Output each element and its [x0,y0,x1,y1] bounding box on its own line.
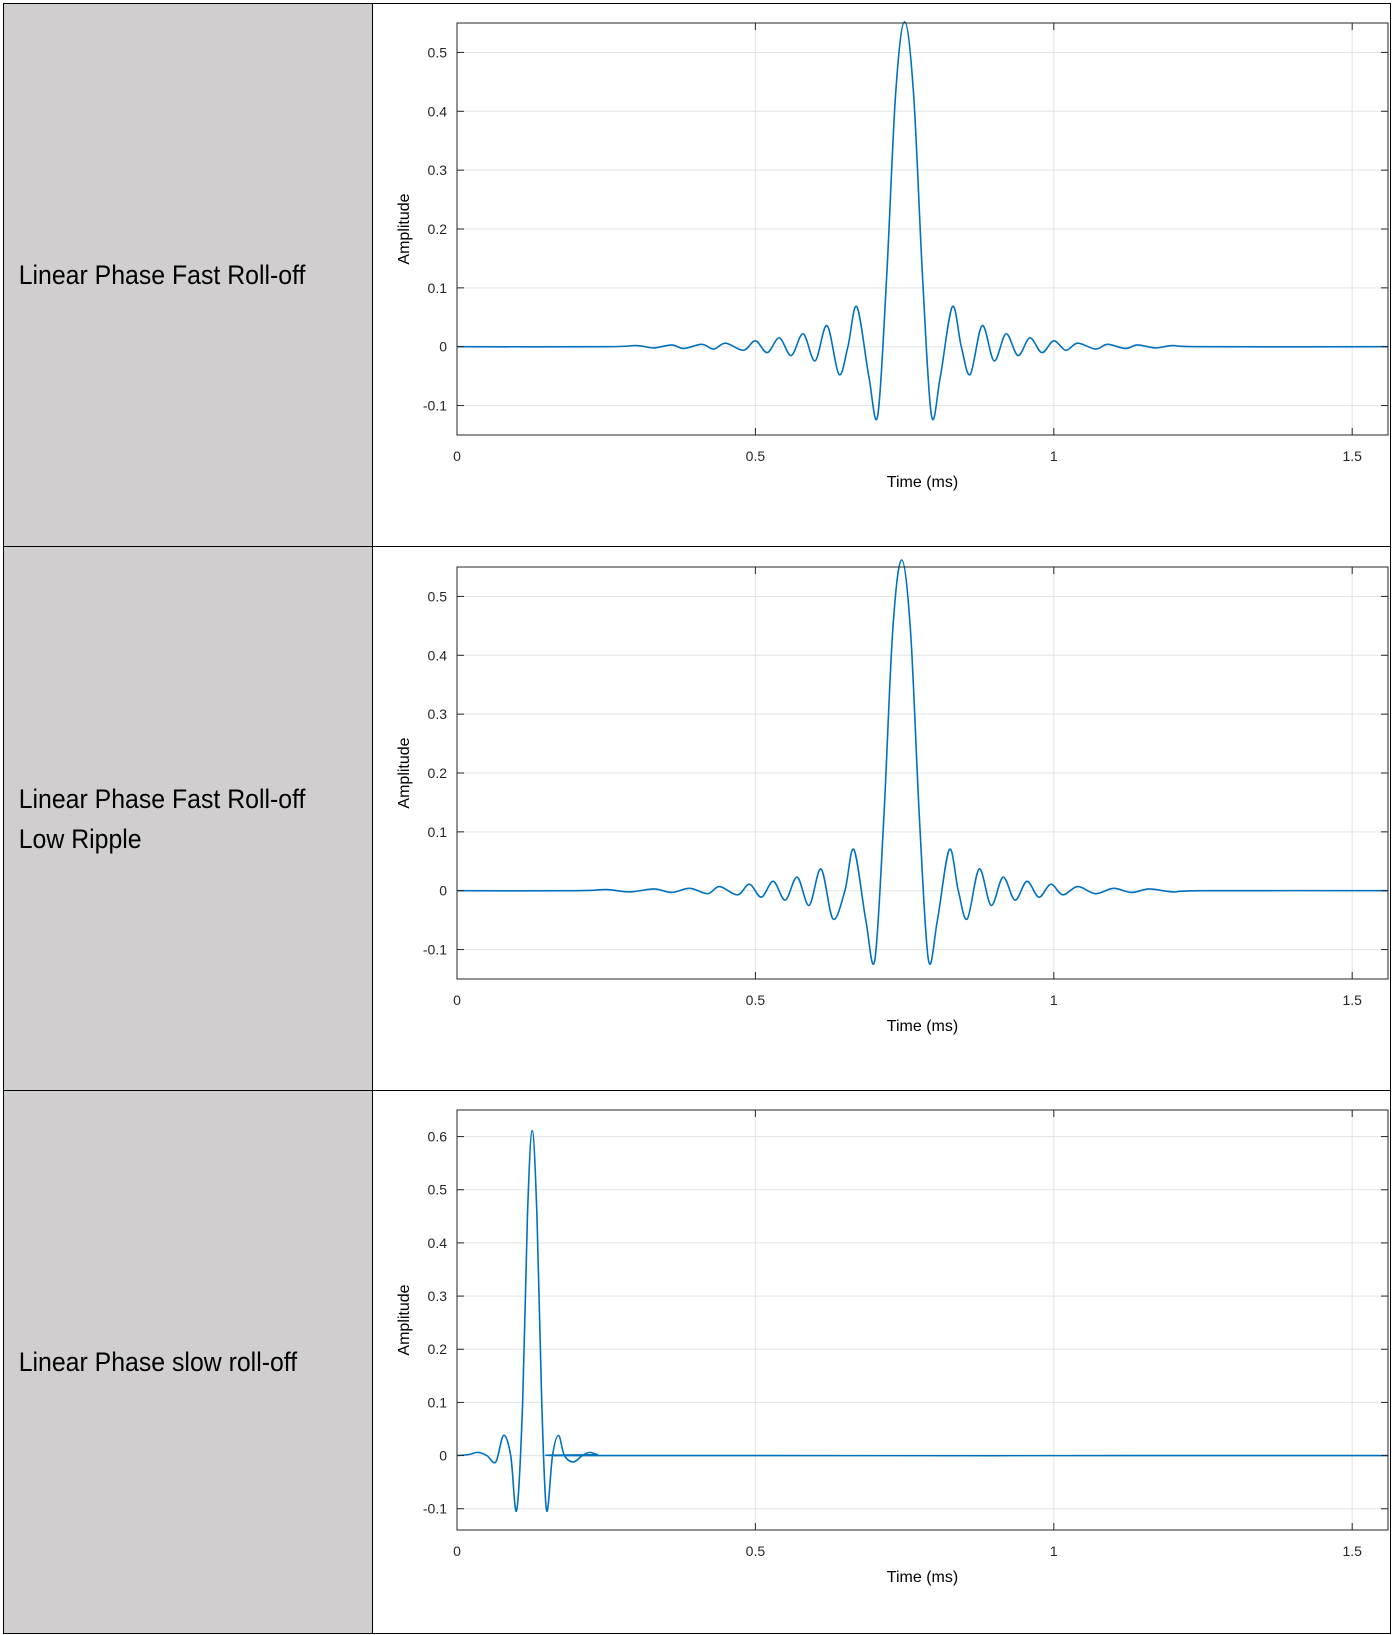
x-tick-label: 0 [453,448,461,464]
y-tick-label: 0.2 [428,765,448,781]
chart-cell: 0 0.5 1 1.5 -0.1 0 0.1 0.2 0.3 0.4 0.5 0.6 Time (ms)… [372,1090,1391,1634]
x-tick-label: 0.5 [746,992,766,1008]
y-tick-label: 0 [439,1448,447,1464]
x-tick-label: 1 [1050,448,1058,464]
y-tick-label: 0.4 [428,647,448,663]
y-axis-label: Amplitude [396,737,413,808]
chart-cell: 0 0.5 1 1.5 -0.1 0 0.1 0.2 0.3 0.4 0.5 Time (ms) Amp… [372,3,1391,547]
y-tick-label: 0.5 [428,1182,448,1198]
x-axis-label: Time (ms) [887,1569,958,1586]
y-axis-label: Amplitude [396,193,413,264]
x-tick-label: 0.5 [746,448,766,464]
y-tick-label: 0.1 [428,1394,448,1410]
plot-frame [456,1109,1389,1531]
impulse-response-chart-1: 0 0.5 1 1.5 -0.1 0 0.1 0.2 0.3 0.4 0.5 Time (ms) Amp… [396,21,1389,491]
x-tick-label: 0 [453,1543,461,1559]
label-cell: Linear Phase slow roll-off [3,1090,373,1634]
y-tick-label: -0.1 [423,398,447,414]
y-tick-label: 0.3 [428,706,448,722]
row-label: Linear Phase Fast Roll-off [18,260,306,290]
x-tick-label: 1.5 [1342,992,1362,1008]
x-axis-label: Time (ms) [887,1018,958,1035]
x-axis-label: Time (ms) [887,474,958,491]
row-label: Linear Phase slow roll-off [18,1347,298,1377]
y-tick-label: 0.1 [428,823,448,839]
x-tick-label: 1.5 [1342,1543,1362,1559]
y-tick-label: 0.5 [428,588,448,604]
y-tick-label: 0.1 [428,280,448,296]
y-tick-label: 0.3 [428,162,448,178]
series-line [456,21,1389,421]
y-axis-label: Amplitude [396,1284,413,1355]
y-tick-label: 0.4 [428,1235,448,1251]
y-tick-label: 0 [439,339,447,355]
y-tick-label: 0 [439,882,447,898]
y-tick-label: 0.2 [428,1341,448,1357]
impulse-response-chart-2: 0 0.5 1 1.5 -0.1 0 0.1 0.2 0.3 0.4 0.5 Time (ms) Amp… [396,558,1389,1035]
x-tick-label: 1 [1050,992,1058,1008]
label-cell: Linear Phase Fast Roll-off [3,3,373,547]
filter-comparison-table: Linear Phase Fast Roll-off 0 0.5 1 1.5 -0.1 0… [3,3,1391,1634]
y-tick-label: 0.5 [428,44,448,60]
x-tick-label: 1 [1050,1543,1058,1559]
y-tick-label: -0.1 [423,1501,447,1517]
y-tick-label: 0.2 [428,221,448,237]
y-tick-label: 0.3 [428,1288,448,1304]
row-label: Linear Phase Fast Roll-off Low Ripple [18,783,306,854]
y-tick-label: -0.1 [423,941,447,957]
y-tick-label: 0.6 [428,1129,448,1145]
plot-area [457,1110,1388,1530]
y-tick-label: 0.4 [428,103,448,119]
x-tick-label: 1.5 [1342,448,1362,464]
impulse-response-chart-3: 0 0.5 1 1.5 -0.1 0 0.1 0.2 0.3 0.4 0.5 0.6 Time (ms)… [396,1109,1389,1586]
table-row: Linear Phase slow roll-off 0 0.5 1 1.5 -0.1 0… [3,1090,1391,1634]
series-line [456,558,1389,965]
series-line [456,1129,1389,1512]
label-cell: Linear Phase Fast Roll-off Low Ripple [3,546,373,1091]
table-row: Linear Phase Fast Roll-off 0 0.5 1 1.5 -0.1 0… [3,3,1391,547]
chart-cell: 0 0.5 1 1.5 -0.1 0 0.1 0.2 0.3 0.4 0.5 Time (ms) Amp… [372,546,1391,1091]
x-tick-label: 0.5 [746,1543,766,1559]
x-tick-label: 0 [453,992,461,1008]
